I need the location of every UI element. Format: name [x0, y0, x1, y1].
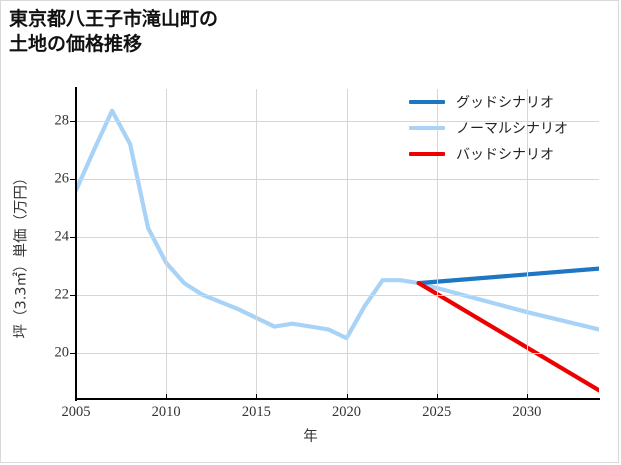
y-tick-label-20: 20 [54, 344, 70, 361]
y-tick-label-28: 28 [54, 112, 70, 129]
series-line-バッドシナリオ [416, 281, 599, 393]
x-tick-label-2025: 2025 [422, 404, 452, 420]
y-tick-label-24: 24 [54, 228, 70, 245]
y-axis-line [75, 87, 77, 401]
gridline-x-2025 [436, 89, 438, 399]
y-tick-mark-20 [70, 352, 75, 354]
y-tick-mark-22 [70, 294, 75, 296]
x-tick-label-2010: 2010 [151, 404, 181, 420]
y-axis-title: 坪（3.3㎡）単価（万円） [13, 170, 30, 339]
y-tick-mark-24 [70, 236, 75, 238]
y-tick-label-22: 22 [54, 286, 70, 303]
x-tick-label-2030: 2030 [512, 404, 542, 420]
gridline-x-2015 [256, 89, 258, 399]
gridline-x-2010 [166, 89, 168, 399]
legend-label-2: バッドシナリオ [456, 147, 554, 163]
gridline-y-22 [76, 294, 599, 296]
y-tick-mark-28 [70, 120, 75, 122]
legend-item-0[interactable]: グッドシナリオ [409, 89, 609, 115]
legend-swatch-icon-2 [409, 152, 445, 156]
gridline-x-2030 [526, 89, 528, 399]
x-tick-mark-2010 [166, 394, 168, 399]
y-tick-mark-26 [70, 178, 75, 180]
gridline-y-28 [76, 120, 599, 122]
x-axis-line [75, 398, 600, 400]
legend-swatch-icon-1 [409, 126, 445, 130]
x-tick-mark-2025 [436, 394, 438, 399]
x-tick-mark-2015 [256, 394, 258, 399]
y-tick-label-26: 26 [54, 170, 70, 187]
legend-swatch-icon-0 [409, 100, 445, 104]
x-tick-label-2020: 2020 [332, 404, 362, 420]
series-line-ノーマルシナリオ [76, 108, 599, 341]
series-line-グッドシナリオ [416, 266, 599, 286]
x-tick-mark-2030 [526, 394, 528, 399]
legend-label-1: ノーマルシナリオ [456, 121, 568, 137]
x-tick-label-2005: 2005 [61, 404, 91, 420]
x-tick-label-2015: 2015 [241, 404, 271, 420]
data-series-group [76, 108, 599, 393]
chart-title: 東京都八王子市滝山町の 土地の価格推移 [9, 8, 219, 56]
gridline-y-24 [76, 236, 599, 238]
legend-item-1[interactable]: ノーマルシナリオ [409, 115, 609, 141]
gridline-x-2020 [346, 89, 348, 399]
legend-label-0: グッドシナリオ [456, 95, 554, 111]
x-axis-title: 年 [303, 429, 318, 445]
legend-item-2[interactable]: バッドシナリオ [409, 141, 609, 167]
chart-legend: グッドシナリオ ノーマルシナリオ バッドシナリオ [409, 89, 609, 167]
x-tick-mark-2005 [76, 394, 77, 399]
plot-area [76, 89, 599, 399]
x-tick-mark-2020 [346, 394, 348, 399]
gridline-y-26 [76, 178, 599, 180]
gridline-y-20 [76, 352, 599, 354]
